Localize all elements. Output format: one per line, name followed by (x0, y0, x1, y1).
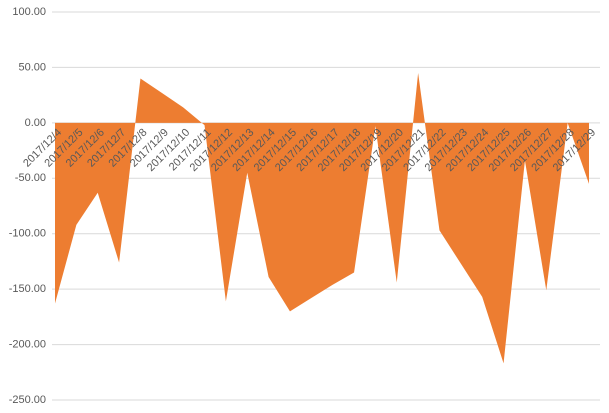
y-tick-label: -50.00 (15, 172, 46, 184)
y-tick-label: 100.00 (12, 6, 46, 18)
y-tick-label: -100.00 (9, 228, 46, 240)
y-tick-label: 50.00 (18, 61, 46, 73)
y-tick-label: 0.00 (25, 117, 46, 129)
y-tick-label: -150.00 (9, 283, 46, 295)
area (55, 72, 589, 364)
y-tick-label: -200.00 (9, 338, 46, 350)
y-tick-label: -250.00 (9, 394, 46, 406)
